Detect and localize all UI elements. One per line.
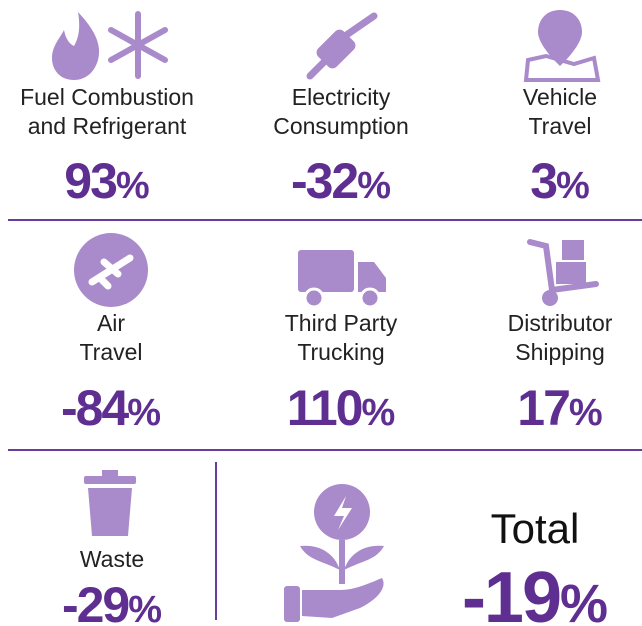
map-pin-icon <box>523 10 601 82</box>
total-value: -19% <box>462 558 608 626</box>
item-label: Electricity <box>292 84 391 110</box>
item-label: Travel <box>79 339 142 365</box>
item-value: 17% <box>517 380 602 436</box>
item-value: -29% <box>62 577 162 626</box>
plant-icon <box>284 484 384 622</box>
value-unit: % <box>357 165 391 207</box>
value-unit: % <box>569 392 603 434</box>
item-label: Vehicle <box>523 84 597 110</box>
item-label: Trucking <box>297 339 384 365</box>
value-number: -19 <box>462 558 560 626</box>
value-number: 3 <box>530 153 556 209</box>
plug-icon <box>306 12 378 80</box>
value-unit: % <box>560 574 608 626</box>
item-label: Air <box>97 310 125 336</box>
item-label: Fuel Combustion <box>20 84 194 110</box>
value-number: 17 <box>517 380 569 436</box>
item-label: Waste <box>80 546 144 572</box>
item-value: 110% <box>287 380 395 436</box>
item-label: Consumption <box>273 113 409 139</box>
item-label: and Refrigerant <box>28 113 187 139</box>
item-value: -84% <box>61 380 161 436</box>
value-unit: % <box>361 392 395 434</box>
item-label: Third Party <box>285 310 398 336</box>
value-unit: % <box>556 165 590 207</box>
value-number: -29 <box>62 577 128 626</box>
truck-icon <box>298 250 386 309</box>
snowflake-icon <box>108 11 168 79</box>
hand-truck-icon <box>527 239 599 306</box>
value-unit: % <box>128 589 162 626</box>
value-unit: % <box>127 392 161 434</box>
item-label: Distributor <box>508 310 613 336</box>
total-label: Total <box>491 505 580 552</box>
item-label: Travel <box>528 113 591 139</box>
item-value: 93% <box>64 153 149 209</box>
plane-icon <box>74 233 148 307</box>
item-value: 3% <box>530 153 590 209</box>
fire-icon <box>52 12 100 80</box>
value-number: -84 <box>61 380 129 436</box>
item-value: -32% <box>291 153 391 209</box>
value-number: 93 <box>64 153 116 209</box>
value-number: 110 <box>287 380 362 436</box>
trash-icon <box>84 470 136 536</box>
item-label: Shipping <box>515 339 605 365</box>
value-number: -32 <box>291 153 357 209</box>
value-unit: % <box>116 165 150 207</box>
